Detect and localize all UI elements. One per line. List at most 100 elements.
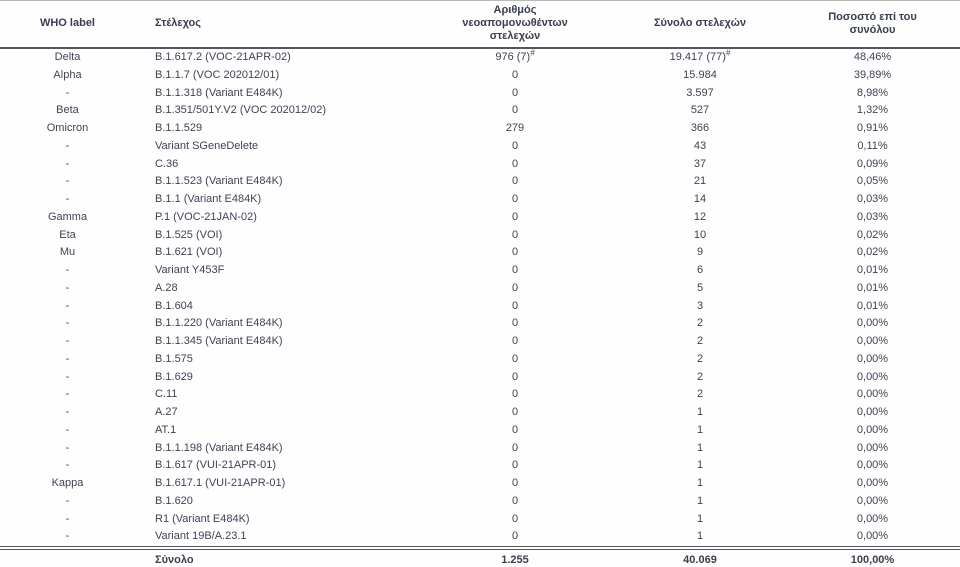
who-label-cell: Kappa <box>51 477 84 489</box>
strain-cell: B.1.1.220 (Variant E484K) <box>155 317 283 330</box>
new-isolated-cell: 0 <box>511 246 519 259</box>
percentage-cell: 0,02% <box>856 228 889 241</box>
table-footer: Σύνολο 1.255 40.069 100,00% <box>0 546 960 567</box>
strain-cell: B.1.351/501Y.V2 (VOC 202012/02) <box>155 104 327 117</box>
who-label-cell: - <box>65 335 70 347</box>
percentage-cell: 0,02% <box>856 246 889 259</box>
table-row: - C.11 0 2 0,00% <box>0 386 960 404</box>
who-label-cell: - <box>65 86 70 99</box>
who-label-cell: Omicron <box>46 122 89 134</box>
new-isolated-cell: 0 <box>511 175 519 188</box>
table-row: Kappa B.1.617.1 (VUI-21APR-01) 0 1 0,00% <box>0 475 960 493</box>
new-isolated-cell: 0 <box>511 441 519 454</box>
total-cell: 1 <box>696 512 704 525</box>
table-row: Eta B.1.525 (VOI) 0 10 0,02% <box>0 227 960 245</box>
total-cell: 3 <box>696 299 704 312</box>
who-label-cell: - <box>65 299 70 312</box>
header-row: WHO label Στέλεχος Αριθμός νεοαπομονωθέν… <box>0 0 960 49</box>
new-isolated-cell: 0 <box>511 388 519 401</box>
percentage-cell: 0,00% <box>856 317 889 330</box>
strain-cell: AT.1 <box>155 423 177 436</box>
column-header-who-label: WHO label <box>0 0 135 49</box>
new-isolated-cell: 0 <box>511 68 519 81</box>
strain-cell: B.1.604 <box>155 299 193 312</box>
table-row: - Variant 19B/A.23.1 0 1 0,00% <box>0 528 960 548</box>
strain-cell: Variant SGeneDelete <box>155 139 259 152</box>
percentage-cell: 0,00% <box>856 494 889 507</box>
strain-cell: Variant Y453F <box>155 264 225 276</box>
column-header-percentage: Ποσοστό επί του συνόλου <box>785 0 960 49</box>
percentage-cell: 1,32% <box>856 104 889 117</box>
footnote-mark: # <box>530 48 535 58</box>
table-row: - B.1.617 (VUI-21APR-01) 0 1 0,00% <box>0 457 960 475</box>
who-label-cell: - <box>65 370 70 383</box>
total-cell: 1 <box>696 459 704 472</box>
table-row: Beta B.1.351/501Y.V2 (VOC 202012/02) 0 5… <box>0 102 960 120</box>
table-row: Omicron B.1.1.529 279 366 0,91% <box>0 120 960 138</box>
totals-label: Σύνολο <box>135 546 415 567</box>
total-cell: 6 <box>696 264 704 276</box>
new-isolated-cell: 0 <box>511 370 519 383</box>
who-label-cell: - <box>65 175 70 188</box>
strain-cell: B.1.617.2 (VOC-21APR-02) <box>155 51 291 63</box>
total-cell: 1 <box>696 441 704 454</box>
strain-cell: B.1.1.523 (Variant E484K) <box>155 175 283 188</box>
total-cell: 9 <box>696 246 704 259</box>
who-label-cell: - <box>65 193 70 205</box>
table-row: - B.1.604 0 3 0,01% <box>0 298 960 316</box>
percentage-cell: 0,11% <box>857 139 888 152</box>
total-cell: 1 <box>696 406 704 418</box>
totals-total-value: 40.069 <box>615 546 785 567</box>
table-row: - B.1.1.523 (Variant E484K) 0 21 0,05% <box>0 173 960 191</box>
total-cell: 37 <box>693 157 707 170</box>
who-label-cell: - <box>65 459 70 472</box>
new-isolated-cell: 0 <box>511 281 519 294</box>
total-cell: 3.597 <box>686 86 714 99</box>
who-label-cell: - <box>65 388 70 401</box>
who-label-cell: - <box>65 281 70 294</box>
strain-cell: B.1.629 <box>155 370 193 383</box>
total-cell: 1 <box>696 423 704 436</box>
new-isolated-cell: 0 <box>511 512 519 525</box>
new-isolated-cell: 0 <box>511 423 519 436</box>
table-row: - A.28 0 5 0,01% <box>0 280 960 298</box>
total-cell: 21 <box>693 175 707 188</box>
percentage-cell: 0,00% <box>856 530 889 543</box>
strain-cell: B.1.1.198 (Variant E484K) <box>155 441 283 454</box>
percentage-cell: 48,46% <box>853 51 892 63</box>
column-header-total: Σύνολο στελεχών <box>615 0 785 49</box>
percentage-cell: 8,98% <box>856 86 889 99</box>
who-label-cell: Eta <box>59 228 76 241</box>
strain-cell: B.1.621 (VOI) <box>155 246 223 259</box>
table-header: WHO label Στέλεχος Αριθμός νεοαπομονωθέν… <box>0 0 960 49</box>
new-isolated-cell: 0 <box>511 264 519 276</box>
total-cell: 2 <box>696 388 704 401</box>
new-isolated-cell: 0 <box>511 228 519 241</box>
percentage-cell: 0,05% <box>856 175 889 188</box>
table-row: - Variant SGeneDelete 0 43 0,11% <box>0 138 960 156</box>
who-label-cell: - <box>65 423 70 436</box>
who-label-cell: Delta <box>54 51 81 63</box>
who-label-cell: Gamma <box>47 210 88 223</box>
who-label-cell: - <box>65 139 70 152</box>
total-cell: 5 <box>696 281 704 294</box>
total-cell: 2 <box>696 370 704 383</box>
who-label-cell: - <box>65 512 70 525</box>
strain-cell: B.1.1.529 <box>155 122 203 134</box>
table-row: Mu B.1.621 (VOI) 0 9 0,02% <box>0 244 960 262</box>
who-label-cell: Mu <box>59 246 76 259</box>
new-isolated-cell: 0 <box>511 104 519 117</box>
strain-cell: B.1.620 <box>155 494 193 507</box>
table-row: - AT.1 0 1 0,00% <box>0 422 960 440</box>
table-row: - C.36 0 37 0,09% <box>0 156 960 174</box>
total-cell: 527 <box>690 104 710 117</box>
new-isolated-cell: 279 <box>505 122 525 134</box>
strain-cell: P.1 (VOC-21JAN-02) <box>155 210 257 223</box>
new-isolated-cell: 0 <box>511 193 519 205</box>
percentage-cell: 0,00% <box>856 459 889 472</box>
strain-cell: B.1.617 (VUI-21APR-01) <box>155 459 277 472</box>
total-cell: 14 <box>693 193 707 205</box>
total-cell: 2 <box>696 352 704 365</box>
strain-cell: A.28 <box>155 281 178 294</box>
